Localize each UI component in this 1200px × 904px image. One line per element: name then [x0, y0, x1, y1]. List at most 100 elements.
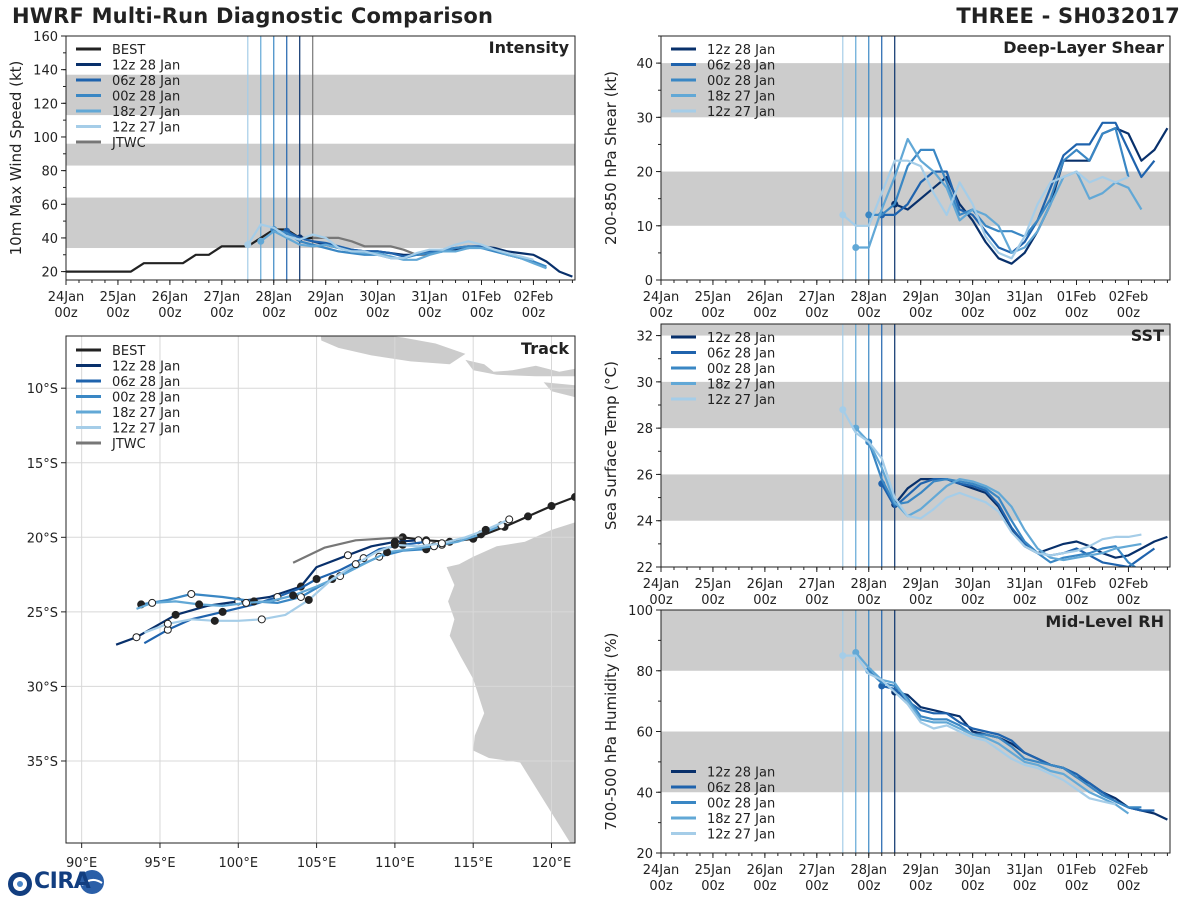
lat-tick-label: 35°S: [27, 755, 58, 770]
legend-label-18z-27-jan: 18z 27 Jan: [707, 378, 775, 393]
y-tick-label: 10: [636, 220, 653, 235]
x-tick-label-hour: 00z: [805, 306, 829, 321]
x-tick-label-date: 28Jan: [850, 863, 887, 878]
series-12z-27-jan: [842, 159, 1129, 260]
x-tick-label-hour: 00z: [1117, 593, 1141, 608]
track-map: [66, 336, 575, 843]
x-tick-label-date: 31Jan: [1006, 290, 1043, 305]
x-tick-label-hour: 00z: [961, 593, 985, 608]
x-tick-label-date: 26Jan: [747, 290, 784, 305]
band: [66, 143, 575, 166]
shear-panel: 01020304024Jan00z25Jan00z26Jan00z27Jan00…: [602, 35, 1171, 321]
x-tick-label-hour: 00z: [1065, 306, 1089, 321]
y-tick-label: 26: [636, 468, 653, 483]
legend-label-18z-27-jan: 18z 27 Jan: [112, 406, 180, 421]
track-point-00z-28-jan: [187, 589, 196, 598]
series-00z-28-jan: [868, 669, 1142, 809]
x-tick-label-date: 27Jan: [799, 577, 836, 592]
x-tick-label-date: 27Jan: [799, 863, 836, 878]
series-18z-27-jan: [855, 137, 1143, 254]
track-12z-27-jan: [143, 518, 510, 634]
track-12z-28-jan: [115, 539, 419, 646]
band: [661, 324, 1170, 336]
series-jtwc: [312, 236, 430, 256]
x-tick-label-date: 02Feb: [1109, 863, 1149, 878]
x-tick-label-date: 01Feb: [462, 290, 502, 305]
x-tick-label-hour: 00z: [701, 593, 725, 608]
legend-label-00z-28-jan: 00z 28 Jan: [707, 362, 775, 377]
x-tick-label-hour: 00z: [1013, 306, 1037, 321]
panel-title: SST: [1131, 326, 1164, 345]
legend-label-jtwc: JTWC: [111, 437, 146, 452]
x-tick-label-hour: 00z: [909, 879, 933, 894]
legend-label-06z-28-jan: 06z 28 Jan: [112, 74, 180, 89]
track-point-best: [547, 501, 556, 510]
band: [66, 74, 575, 116]
track-point-12z-27-jan: [437, 539, 446, 548]
storm-id: THREE - SH032017: [956, 4, 1180, 28]
legend-label-best: BEST: [112, 43, 145, 58]
y-tick-label: 20: [636, 166, 653, 181]
x-tick-label-date: 30Jan: [954, 863, 991, 878]
lon-tick-label: 115°E: [453, 856, 493, 871]
x-tick-label-date: 24Jan: [643, 577, 680, 592]
lesser-sunda-land: [465, 359, 575, 377]
legend-label-12z-28-jan: 12z 28 Jan: [707, 331, 775, 346]
x-tick-label-hour: 00z: [701, 879, 725, 894]
series-12z-27-jan: [246, 223, 534, 261]
y-tick-label: 30: [636, 376, 653, 391]
legend-label-12z-28-jan: 12z 28 Jan: [112, 59, 180, 74]
legend-label-12z-28-jan: 12z 28 Jan: [707, 766, 775, 781]
x-tick-label-date: 27Jan: [799, 290, 836, 305]
x-tick-label-hour: 00z: [805, 879, 829, 894]
x-tick-label-hour: 00z: [649, 306, 673, 321]
init-point-12z-27-jan: [839, 211, 847, 219]
series-12z-27-jan: [841, 409, 1142, 557]
x-tick-label-date: 24Jan: [643, 290, 680, 305]
x-tick-label-hour: 00z: [1013, 593, 1037, 608]
track-panel: 90°E 95°E 100°E 105°E 110°E 115°E 120°E 10°S 15°…: [27, 335, 576, 871]
y-tick-label: 28: [636, 422, 653, 437]
band: [661, 381, 1170, 429]
plot-frame: [65, 35, 576, 281]
track-point-06z-28-jan: [312, 575, 321, 584]
x-tick-label-date: 29Jan: [902, 577, 939, 592]
y-tick-label: 80: [41, 165, 58, 180]
cira-logo: CIRA: [6, 868, 106, 900]
track-point-12z-27-jan: [481, 525, 490, 534]
track-point-18z-27-jan: [195, 600, 204, 609]
legend-label-00z-28-jan: 00z 28 Jan: [707, 74, 775, 89]
y-tick-label: 40: [636, 786, 653, 801]
panel-title: Intensity: [489, 38, 570, 57]
x-tick-label-hour: 00z: [54, 306, 78, 321]
x-tick-label-hour: 00z: [1117, 879, 1141, 894]
x-tick-label-hour: 00z: [857, 593, 881, 608]
x-tick-label-date: 31Jan: [411, 290, 448, 305]
y-axis-label: 10m Max Wind Speed (kt): [7, 61, 25, 256]
java-land: [320, 336, 466, 365]
series-18z-27-jan: [854, 651, 1130, 815]
x-tick-label-date: 25Jan: [695, 863, 732, 878]
x-tick-label-date: 30Jan: [954, 577, 991, 592]
x-tick-label-hour: 00z: [753, 593, 777, 608]
x-tick-label-date: 01Feb: [1057, 577, 1097, 592]
band: [66, 197, 575, 249]
legend-label-12z-28-jan: 12z 28 Jan: [707, 43, 775, 58]
lat-tick-label: 30°S: [27, 680, 58, 695]
legend-label-best: BEST: [112, 344, 145, 359]
x-tick-label-date: 02Feb: [1109, 290, 1149, 305]
x-tick-label-hour: 00z: [418, 306, 442, 321]
legend-label-12z-27-jan: 12z 27 Jan: [707, 105, 775, 120]
x-tick-label-date: 26Jan: [747, 863, 784, 878]
x-tick-label-hour: 00z: [909, 593, 933, 608]
y-tick-label: 22: [636, 561, 653, 576]
x-tick-label-hour: 00z: [1065, 879, 1089, 894]
track-point-18z-27-jan: [289, 591, 298, 600]
y-axis-label: Sea Surface Temp (°C): [602, 361, 620, 530]
track-point-12z-28-jan: [171, 610, 180, 619]
legend-label-18z-27-jan: 18z 27 Jan: [707, 812, 775, 827]
legend-label-12z-27-jan: 12z 27 Jan: [112, 422, 180, 437]
